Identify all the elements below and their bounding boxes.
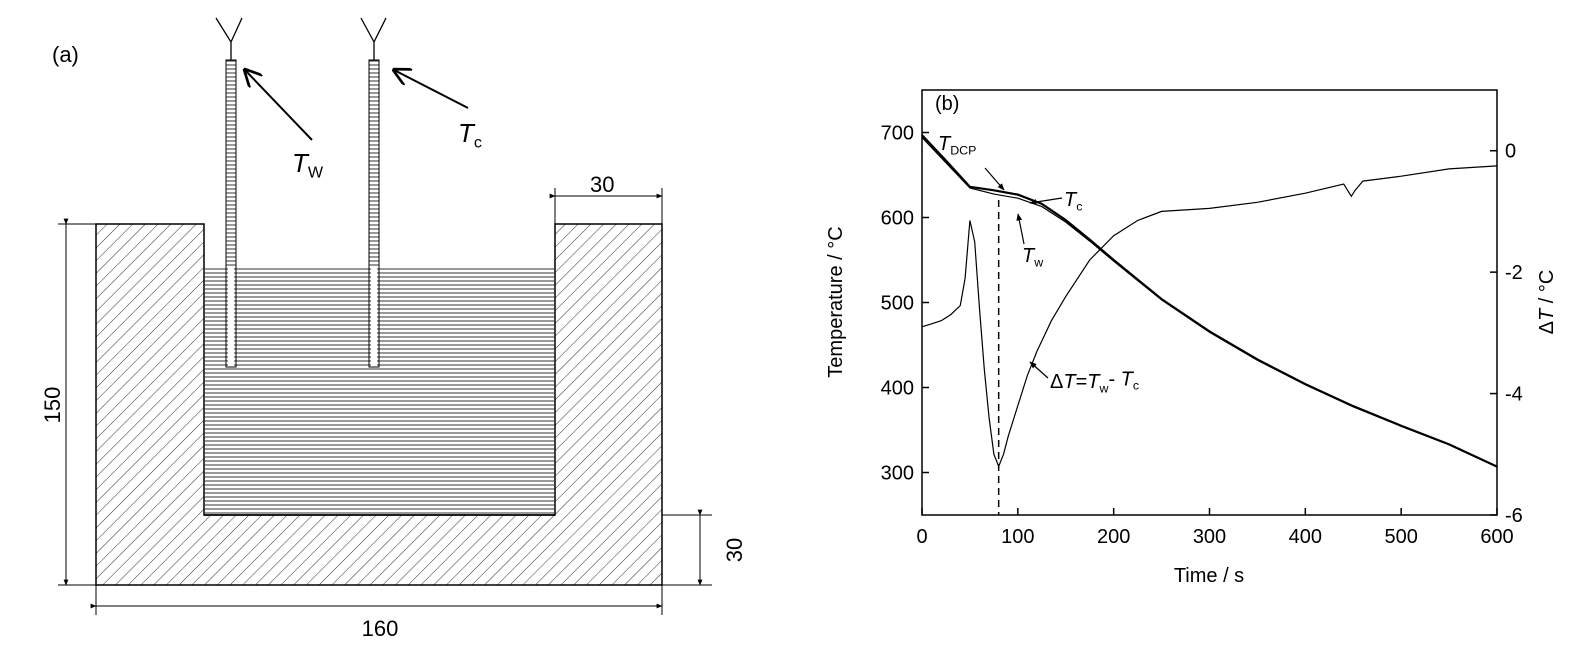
text-part: / °C bbox=[1536, 270, 1558, 309]
text-part: T bbox=[458, 118, 476, 148]
dimension-label: 150 bbox=[40, 387, 65, 424]
text-part: w bbox=[1098, 381, 1108, 395]
text-part: Δ bbox=[1050, 371, 1063, 393]
curve-label: Tw bbox=[1022, 245, 1043, 269]
text-part: DCP bbox=[950, 143, 976, 157]
text-part: T bbox=[1063, 371, 1077, 393]
x-tick-label: 400 bbox=[1289, 526, 1322, 548]
text-part: - bbox=[1108, 368, 1120, 390]
text-part: T bbox=[1064, 189, 1078, 211]
panel-label: (b) bbox=[935, 93, 959, 115]
data-line bbox=[921, 137, 1498, 468]
probe-label: TW bbox=[292, 148, 324, 182]
curve-label: ΔT=Tw- Tc bbox=[1050, 368, 1139, 395]
data-line bbox=[921, 134, 1498, 468]
y2-axis-title: ΔT / °C bbox=[1536, 270, 1558, 335]
annotation-arrow bbox=[1029, 197, 1063, 205]
y2-tick-label: -4 bbox=[1505, 384, 1523, 406]
dimension-label: 30 bbox=[590, 172, 614, 197]
text-part: T bbox=[292, 148, 310, 178]
y2-tick-label: 0 bbox=[1505, 141, 1516, 163]
x-tick-label: 500 bbox=[1384, 526, 1417, 548]
x-tick-label: 200 bbox=[1097, 526, 1130, 548]
text-part: w bbox=[1033, 255, 1043, 269]
y-tick-label: 300 bbox=[881, 463, 914, 485]
panel-label: (a) bbox=[52, 42, 79, 67]
dimension-label: 160 bbox=[362, 616, 399, 641]
data-line bbox=[921, 165, 1498, 469]
y-axis-title: Temperature / °C bbox=[825, 226, 847, 377]
x-tick-label: 100 bbox=[1001, 526, 1034, 548]
text-part: T bbox=[1022, 245, 1036, 267]
curve-label: TDCP bbox=[938, 133, 976, 157]
y2-tick-label: -6 bbox=[1505, 505, 1523, 527]
text-part: W bbox=[308, 164, 324, 182]
text-part: T bbox=[1536, 307, 1558, 321]
x-tick-label: 0 bbox=[916, 526, 927, 548]
text-part: = bbox=[1076, 371, 1088, 393]
y-tick-label: 600 bbox=[881, 208, 914, 230]
plot-frame bbox=[921, 89, 1498, 516]
text-part: c bbox=[474, 134, 482, 152]
text-part: Δ bbox=[1536, 321, 1558, 334]
text-part: T bbox=[1121, 368, 1135, 390]
probe-label: Tc bbox=[458, 118, 482, 152]
text-part: c bbox=[1076, 199, 1082, 213]
text-part: T bbox=[938, 133, 952, 155]
annotation-arrow bbox=[984, 167, 1005, 191]
curve-label: Tc bbox=[1064, 189, 1082, 213]
text-part: T bbox=[1087, 371, 1101, 393]
y-tick-label: 700 bbox=[881, 123, 914, 145]
y-tick-label: 400 bbox=[881, 378, 914, 400]
annotation-arrow bbox=[1029, 361, 1049, 379]
x-tick-label: 600 bbox=[1480, 526, 1513, 548]
x-tick-label: 300 bbox=[1193, 526, 1226, 548]
text-part: c bbox=[1133, 379, 1139, 393]
y2-tick-label: -2 bbox=[1505, 262, 1523, 284]
y-tick-label: 500 bbox=[881, 293, 914, 315]
x-axis-title: Time / s bbox=[1174, 565, 1244, 587]
crucible-diagram: TW Tc (a) 30 150 30 160 bbox=[40, 17, 747, 641]
annotation-arrow bbox=[1016, 213, 1025, 245]
dimension-label: 30 bbox=[722, 538, 747, 562]
